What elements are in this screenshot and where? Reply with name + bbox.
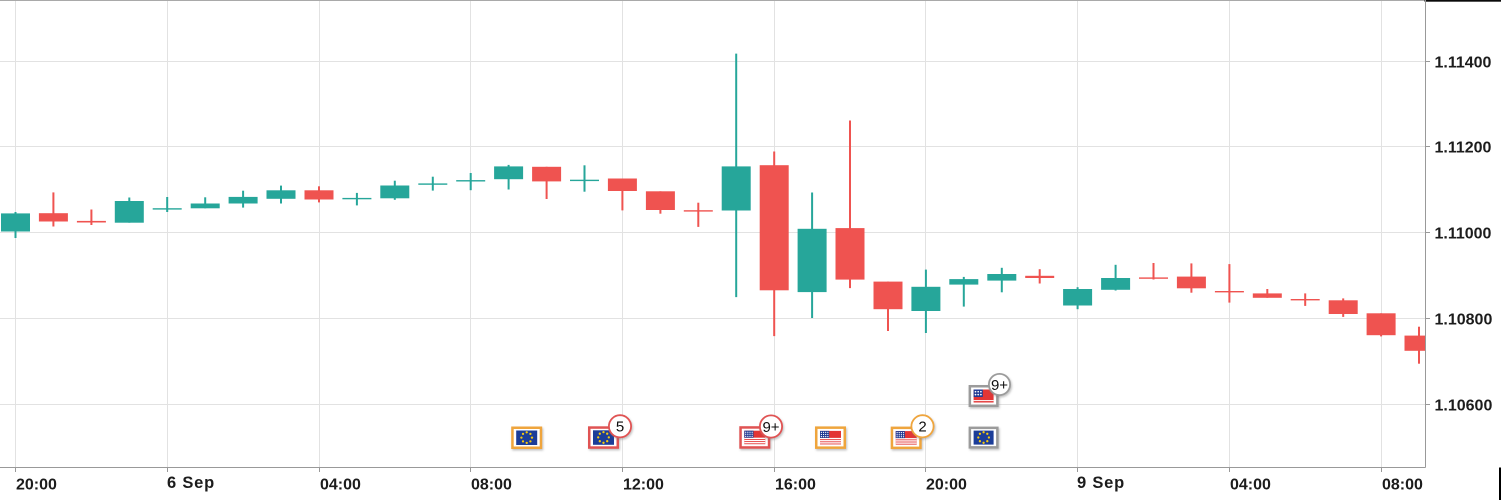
svg-text:1.10600: 1.10600 bbox=[1435, 397, 1493, 414]
svg-text:2: 2 bbox=[918, 419, 926, 436]
svg-text:16:00: 16:00 bbox=[775, 477, 816, 494]
svg-text:08:00: 08:00 bbox=[471, 477, 512, 494]
svg-text:20:00: 20:00 bbox=[926, 477, 967, 494]
svg-text:9+: 9+ bbox=[762, 419, 779, 436]
svg-text:1.11200: 1.11200 bbox=[1435, 139, 1492, 156]
svg-text:9 Sep: 9 Sep bbox=[1077, 474, 1125, 492]
svg-text:9+: 9+ bbox=[991, 377, 1008, 394]
svg-text:04:00: 04:00 bbox=[1230, 477, 1271, 494]
svg-text:12:00: 12:00 bbox=[623, 477, 664, 494]
svg-text:5: 5 bbox=[616, 419, 624, 436]
svg-text:20:00: 20:00 bbox=[16, 477, 57, 494]
svg-text:1.11000: 1.11000 bbox=[1435, 225, 1492, 242]
svg-text:08:00: 08:00 bbox=[1382, 477, 1423, 494]
svg-text:04:00: 04:00 bbox=[320, 477, 361, 494]
svg-text:6 Sep: 6 Sep bbox=[167, 474, 215, 492]
svg-text:1.10800: 1.10800 bbox=[1435, 311, 1493, 328]
svg-text:1.11400: 1.11400 bbox=[1435, 54, 1492, 71]
